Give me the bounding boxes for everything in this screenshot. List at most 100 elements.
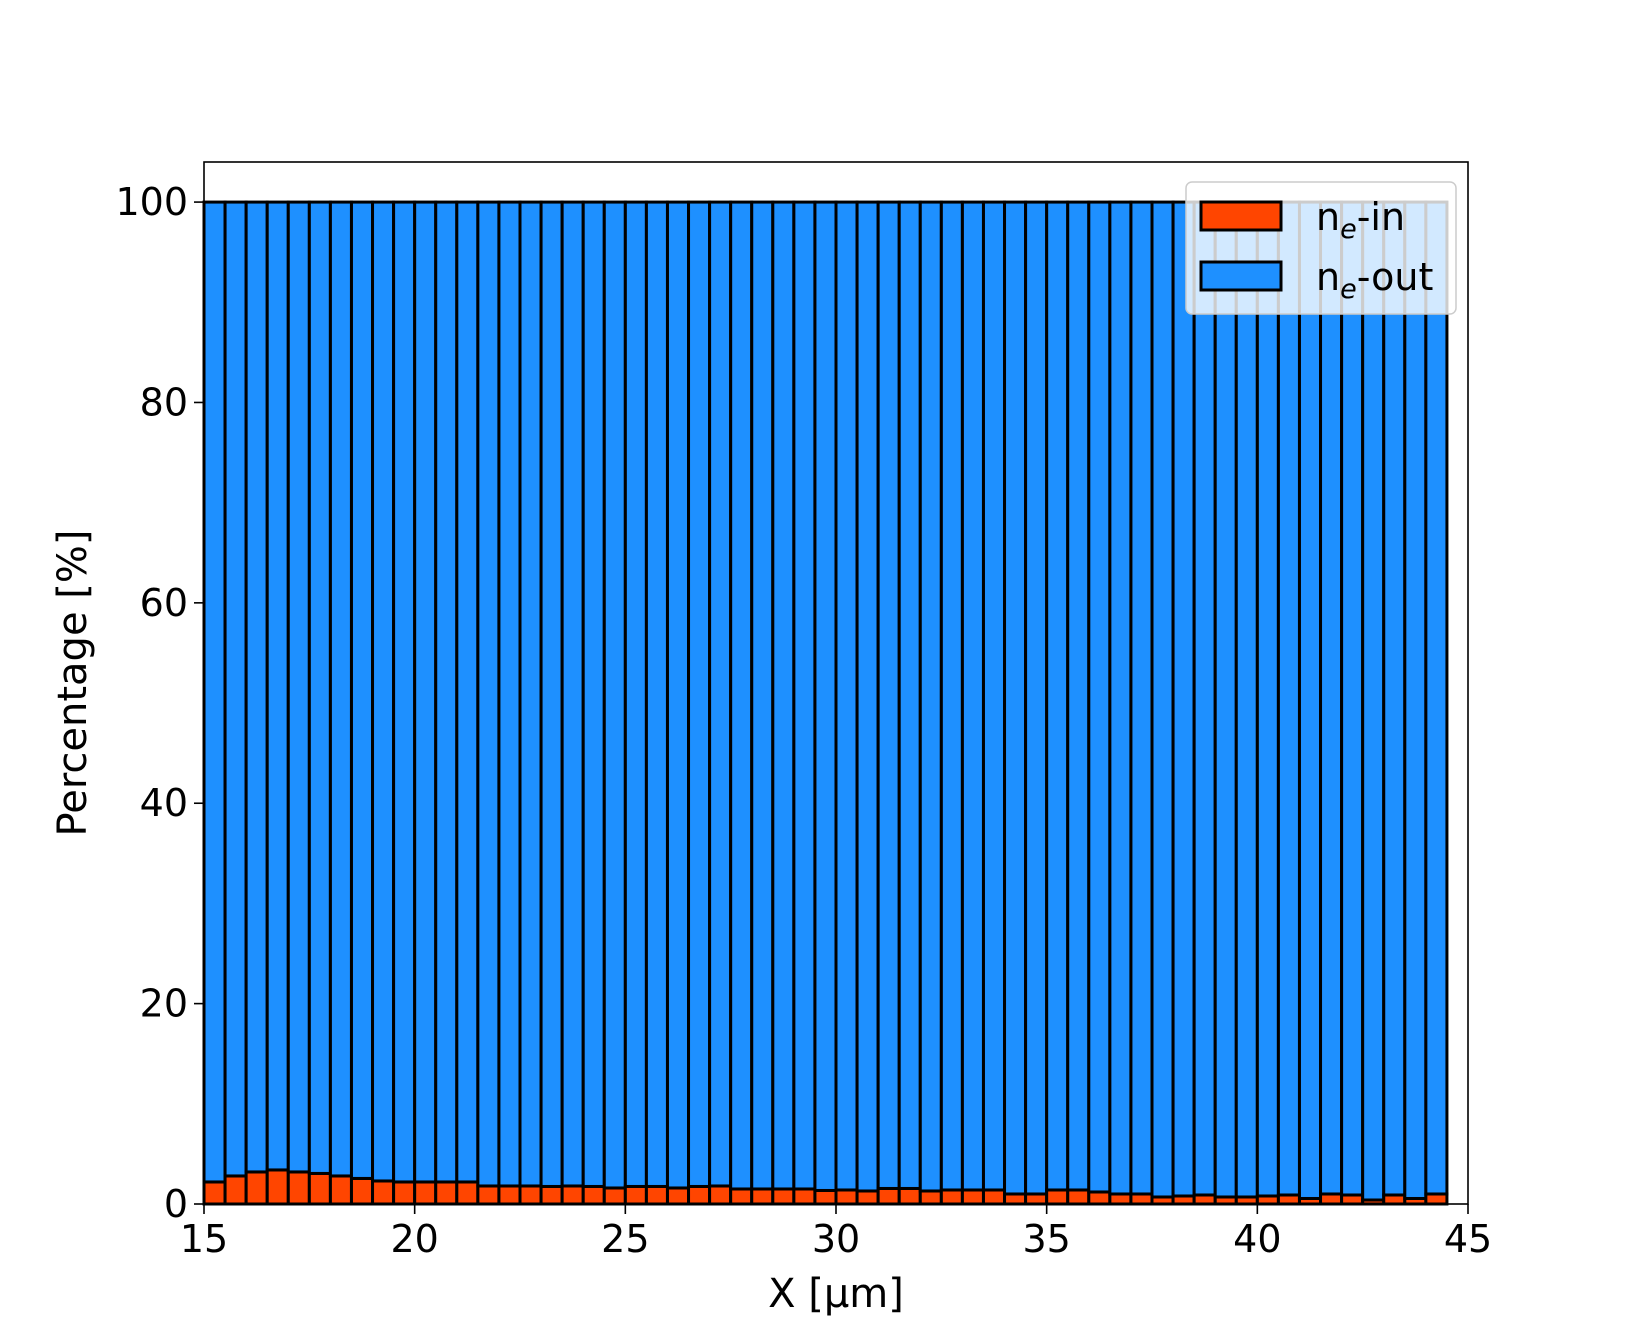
bar-ne-in [834,1188,859,1206]
y-tick-label: 0 [164,1182,188,1226]
bar-ne-out [708,200,733,1188]
bar-ne-in [1003,1192,1028,1206]
bar-ne-out [539,200,564,1188]
y-tick-label: 40 [140,781,188,825]
bar-ne-out [771,200,796,1191]
bar-ne-out [665,200,691,1190]
x-tick-label: 25 [601,1217,649,1261]
bar-ne-in [813,1188,838,1206]
bar-ne-in [897,1186,922,1206]
bar-ne-out [223,200,248,1178]
bar-ne-in [876,1186,901,1206]
bar-ne-in [223,1174,248,1206]
bar-ne-out [1192,200,1217,1197]
bar-ne-out [265,200,290,1172]
bar-ne-out [497,200,522,1188]
bar-ne-in [560,1184,585,1206]
bar-ne-in [349,1176,375,1206]
bar-ne-out [981,200,1007,1192]
y-axis-ticks: 0 20 40 60 80 100 [115,180,204,1226]
bar-ne-out [960,200,985,1192]
x-tick-label: 35 [1022,1217,1070,1261]
bar-ne-out [349,200,375,1180]
bar-ne-out [202,200,227,1184]
y-tick-label: 20 [140,982,188,1026]
bar-ne-out [371,200,396,1183]
bar-ne-in [918,1189,943,1206]
x-tick-label: 40 [1233,1217,1281,1261]
legend: ne-in ne-out [1185,181,1457,315]
bar-ne-out [1087,200,1112,1194]
bar-ne-in [581,1184,606,1206]
bar-ne-out [750,200,775,1191]
bar-ne-out [939,200,964,1192]
y-tick-label: 60 [140,581,188,625]
bar-ne-out [1066,200,1091,1192]
bar-ne-out [413,200,438,1184]
bar-ne-out [560,200,585,1188]
bar-ne-in [497,1184,522,1206]
bar-ne-in [518,1184,543,1206]
bar-ne-in [1319,1192,1344,1206]
bar-ne-in [455,1180,480,1206]
y-tick-label: 80 [140,380,188,424]
legend-swatch-ne-out [1199,260,1283,292]
legend-swatch-ne-in [1199,200,1283,232]
bar-ne-in [1424,1192,1449,1206]
bar-ne-out [834,200,859,1192]
bar-ne-in [665,1186,691,1206]
bar-ne-out [1129,200,1154,1196]
bar-ne-in [371,1179,396,1206]
bar-ne-in [708,1184,733,1206]
bar-ne-in [1066,1188,1091,1206]
y-tick-label: 100 [115,180,188,224]
bar-ne-in [750,1187,775,1206]
bars-group [202,200,1449,1206]
bar-ne-in [644,1184,669,1206]
bar-ne-out [307,200,332,1175]
bar-ne-out [876,200,901,1190]
bar-ne-out [855,200,880,1193]
bar-ne-in [1024,1192,1049,1206]
x-tick-label: 30 [812,1217,860,1261]
bar-ne-out [897,200,922,1190]
bar-ne-out [1234,200,1259,1199]
bar-ne-in [265,1168,290,1206]
bar-ne-in [960,1188,985,1206]
bar-ne-out [328,200,353,1178]
bar-ne-out [1150,200,1175,1199]
legend-label-ne-out: ne-out [1316,255,1433,305]
bar-ne-in [202,1180,227,1206]
bar-ne-out [1382,200,1407,1197]
bar-ne-in [771,1187,796,1206]
bar-ne-out [1213,200,1238,1199]
bar-ne-in [1129,1192,1154,1206]
bar-ne-out [729,200,754,1191]
bar-ne-in [476,1184,501,1206]
bar-ne-out [602,200,627,1190]
bar-ne-out [1297,200,1323,1200]
bar-ne-out [518,200,543,1188]
bar-ne-out [1045,200,1070,1192]
x-tick-label: 45 [1444,1217,1492,1261]
bar-ne-out [623,200,648,1188]
bar-ne-out [286,200,311,1174]
bar-ne-in [539,1184,564,1206]
x-tick-label: 15 [180,1217,228,1261]
bar-ne-out [1276,200,1301,1197]
bar-ne-out [1171,200,1196,1198]
bar-ne-in [1108,1192,1133,1206]
bar-ne-out [1255,200,1280,1198]
bar-ne-in [413,1180,438,1206]
bar-ne-in [286,1170,311,1206]
y-axis-label: Percentage [%] [50,530,96,837]
bar-ne-out [1403,200,1428,1200]
bar-ne-in [729,1187,754,1206]
x-axis-ticks: 15 20 25 30 35 40 45 [180,1204,1492,1261]
bar-ne-out [1003,200,1028,1196]
bar-ne-in [602,1186,627,1206]
bar-ne-in [244,1170,269,1206]
bar-ne-out [644,200,669,1188]
bar-ne-in [1045,1188,1070,1206]
